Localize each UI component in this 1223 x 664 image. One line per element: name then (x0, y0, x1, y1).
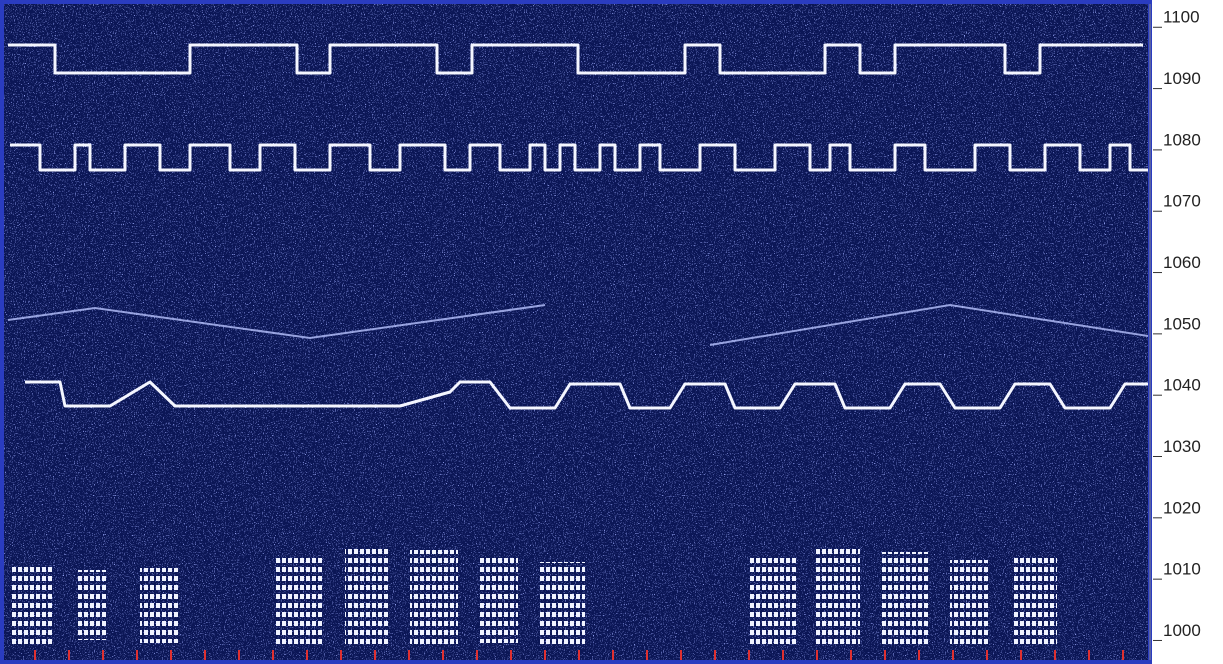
burst (950, 560, 990, 644)
y-tick-label: 1080 (1163, 130, 1201, 149)
burst (750, 555, 798, 645)
burst (882, 552, 930, 645)
spectrogram-window: 1000 1010 1020 1030 1040 1050 1060 1070 1080 1090… (0, 0, 1223, 664)
y-tick-label: 1010 (1163, 560, 1201, 579)
burst (275, 555, 323, 645)
y-tick-label: 1000 (1163, 621, 1201, 640)
burst (540, 562, 585, 644)
y-tick-label: 1050 (1163, 314, 1201, 333)
burst (140, 568, 180, 643)
y-tick-label: 1040 (1163, 376, 1201, 395)
burst (410, 550, 458, 645)
burst (78, 570, 108, 640)
burst (345, 545, 390, 645)
y-tick-label: 1090 (1163, 69, 1201, 88)
y-tick-label: 1030 (1163, 437, 1201, 456)
y-tick-label: 1070 (1163, 192, 1201, 211)
y-tick-label: 1100 (1163, 8, 1200, 27)
burst (478, 558, 518, 643)
burst (815, 548, 860, 645)
y-tick-label: 1020 (1163, 498, 1201, 517)
burst (12, 565, 52, 645)
burst (1012, 558, 1057, 644)
y-tick-label: 1060 (1163, 253, 1201, 272)
